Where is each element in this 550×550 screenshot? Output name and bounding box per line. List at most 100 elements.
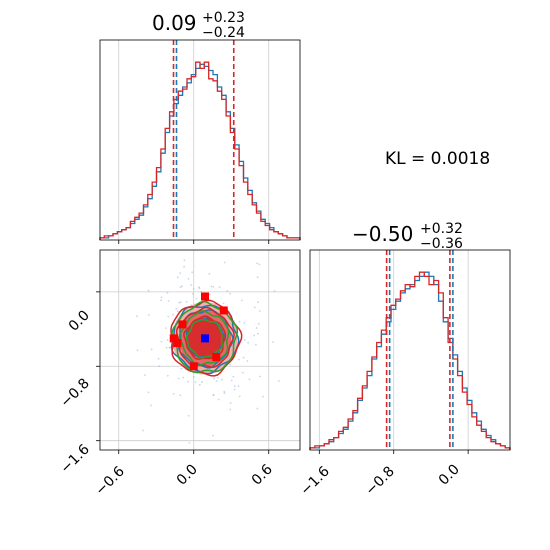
title-plus: +0.32 [420, 221, 463, 237]
sample-point [257, 332, 259, 335]
sample-point [192, 288, 195, 290]
histogram-step-line [99, 63, 301, 240]
histogram-step-line [309, 271, 511, 450]
quantile-lines [172, 40, 235, 240]
sample-point [201, 381, 203, 384]
sample-point [256, 407, 259, 410]
sample-point [160, 296, 163, 299]
sample-point [212, 434, 215, 437]
x-tick-label: −0.6 [92, 463, 127, 498]
sample-point [158, 365, 160, 368]
sample-point [212, 286, 215, 288]
sample-point [230, 379, 233, 382]
title-minus: −0.24 [202, 25, 245, 41]
sample-point [229, 402, 232, 404]
sample-point [176, 310, 179, 313]
sample-point [229, 408, 232, 411]
sample-point [160, 340, 163, 343]
blue-marker [201, 334, 209, 343]
sample-point [157, 357, 160, 360]
sample-point [150, 404, 152, 407]
sample-point [147, 289, 150, 292]
sample-point [208, 293, 211, 296]
sample-point [216, 376, 219, 379]
sample-point [232, 375, 235, 378]
sample-point [177, 377, 180, 380]
sample-point [166, 339, 169, 342]
sample-point [243, 321, 246, 324]
y-tick-label: 0.0 [66, 308, 93, 335]
quantile-lines [385, 250, 454, 450]
sample-point [222, 302, 225, 305]
sample-point [147, 314, 150, 316]
sample-point [241, 371, 244, 374]
sample-point [147, 391, 150, 394]
sample-point [179, 286, 182, 289]
histogram-series [99, 61, 301, 240]
red-marker [169, 334, 178, 343]
sample-point [255, 327, 258, 329]
sample-point [187, 414, 190, 417]
sample-point [182, 376, 185, 379]
sample-point [218, 286, 221, 288]
sample-point [210, 285, 213, 288]
sample-point [188, 442, 191, 444]
sample-point [233, 388, 236, 391]
kl-annotation: KL = 0.0018 [385, 149, 490, 169]
sample-point [258, 263, 261, 266]
sample-point [212, 394, 215, 396]
red-marker [201, 292, 209, 301]
sample-point [258, 375, 261, 378]
sample-point [217, 398, 220, 401]
red-marker [212, 352, 221, 361]
histogram-series [309, 271, 511, 450]
title-value: −0.50 [352, 222, 413, 246]
sample-point [195, 297, 198, 300]
sample-point [238, 395, 241, 398]
sample-point [262, 395, 264, 398]
axes-frame [309, 249, 511, 451]
x-tick-label: 0.0 [174, 462, 201, 489]
sample-point [258, 310, 261, 312]
sample-point [179, 272, 182, 274]
sample-point [180, 367, 183, 370]
sample-point [166, 291, 169, 294]
sample-point [238, 358, 240, 361]
sample-point [143, 374, 146, 376]
title-value: 0.09 [152, 11, 197, 35]
sample-point [198, 286, 200, 289]
contour-line [178, 310, 230, 366]
sample-point [273, 290, 276, 292]
sample-point [200, 290, 203, 293]
sample-point [198, 383, 201, 386]
sample-point [175, 307, 178, 310]
sample-point [223, 390, 226, 393]
panel-title: 0.09 +0.23 −0.24 [152, 10, 245, 41]
sample-point [183, 259, 186, 262]
sample-point [226, 290, 229, 292]
sample-point [237, 385, 240, 388]
sample-point [150, 348, 153, 351]
sample-point [238, 320, 241, 323]
x-ticks [118, 240, 270, 244]
x-ticks: −1.6 −0.8 0.0 [297, 450, 469, 499]
sample-point [172, 393, 175, 395]
sample-point [178, 301, 181, 304]
sample-point [243, 339, 246, 341]
sample-point [160, 299, 163, 302]
sample-point [253, 334, 256, 337]
sample-point [194, 381, 197, 383]
sample-point [253, 306, 256, 309]
sample-point [215, 380, 218, 382]
sample-point [192, 293, 194, 295]
x-tick-label: 0.0 [436, 462, 463, 489]
marginal-histogram-1: 0.09 +0.23 −0.24 [99, 10, 301, 244]
sample-point [164, 327, 167, 329]
sample-point [220, 378, 223, 381]
sample-point [179, 301, 182, 304]
sample-point [191, 271, 194, 274]
grid [118, 40, 270, 240]
sample-point [183, 265, 186, 268]
axes-frame [99, 39, 301, 241]
